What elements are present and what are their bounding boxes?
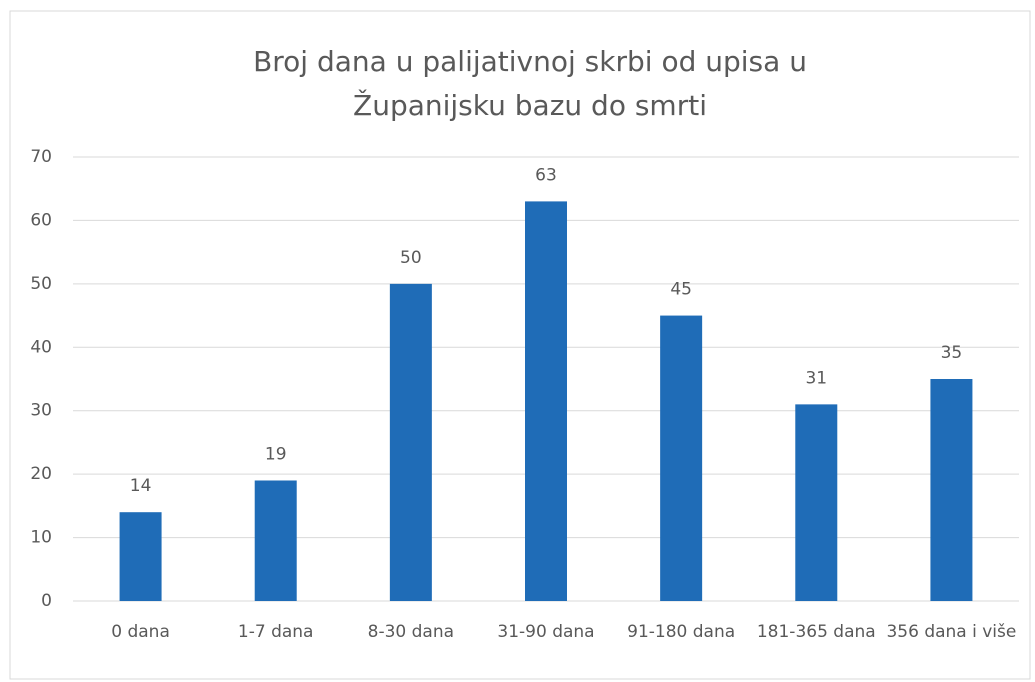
x-tick-label: 356 dana i više xyxy=(886,622,1017,642)
bar xyxy=(254,480,297,601)
data-label: 50 xyxy=(400,248,422,268)
y-tick-label: 30 xyxy=(30,401,52,421)
bar xyxy=(525,201,567,601)
x-tick-label: 0 dana xyxy=(111,622,170,642)
x-tick-label: 1-7 dana xyxy=(237,622,314,642)
data-label: 14 xyxy=(130,476,152,496)
data-label: 19 xyxy=(265,444,287,464)
y-tick-label: 20 xyxy=(30,464,52,484)
x-tick-label: 91-180 dana xyxy=(627,622,736,642)
bar xyxy=(389,283,432,601)
bar xyxy=(930,379,973,601)
data-label: 31 xyxy=(805,368,827,388)
y-tick-label: 10 xyxy=(30,528,52,548)
chart-title: Broj dana u palijativnoj skrbi od upisa … xyxy=(253,45,807,122)
x-tick-label: 181-365 dana xyxy=(756,622,876,642)
bar xyxy=(660,315,703,601)
x-tick-label: 8-30 dana xyxy=(367,622,455,642)
y-tick-label: 60 xyxy=(30,210,52,230)
y-tick-label: 50 xyxy=(30,274,52,294)
x-tick-label: 31-90 dana xyxy=(497,622,595,642)
y-tick-label: 40 xyxy=(30,337,52,357)
chart-frame xyxy=(9,10,1031,680)
bar xyxy=(119,512,162,601)
y-tick-label: 0 xyxy=(41,591,52,611)
data-label: 35 xyxy=(941,343,963,363)
data-label: 63 xyxy=(535,165,557,185)
y-tick-label: 70 xyxy=(30,147,52,167)
bar xyxy=(795,404,838,601)
data-label: 45 xyxy=(670,280,692,300)
